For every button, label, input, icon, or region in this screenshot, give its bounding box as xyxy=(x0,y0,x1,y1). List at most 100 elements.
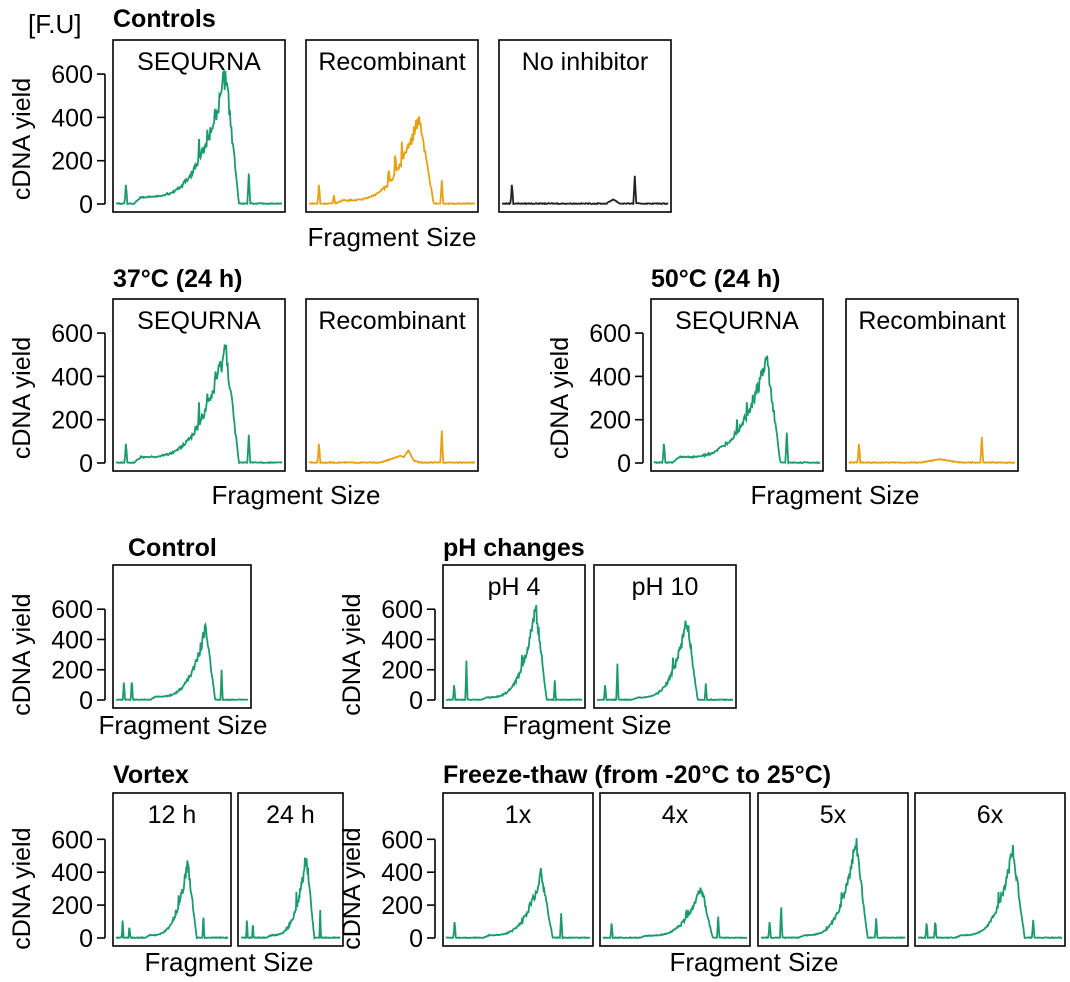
trace-SEQURNA xyxy=(653,355,821,465)
panel-frame xyxy=(599,792,751,947)
trace-Recombinant xyxy=(848,436,1016,465)
y-tick-label: 600 xyxy=(589,320,631,348)
panel-label: Recombinant xyxy=(318,307,465,335)
y-tick-label: 600 xyxy=(51,61,93,89)
trace-pH 4 xyxy=(445,605,583,702)
y-tick-label: 400 xyxy=(51,859,93,887)
panel-label: 6x xyxy=(977,801,1004,829)
y-tick-label: 400 xyxy=(51,104,93,132)
y-axis-label: cDNA yield xyxy=(8,337,36,459)
y-axis-label: cDNA yield xyxy=(8,828,36,950)
y-tick-label: 400 xyxy=(381,859,423,887)
y-tick-label: 200 xyxy=(381,892,423,920)
panel-label: SEQURNA xyxy=(675,307,799,335)
y-tick-label: 200 xyxy=(381,657,423,685)
trace-5x xyxy=(760,838,906,940)
y-tick-label: 200 xyxy=(51,892,93,920)
y-tick-label: 400 xyxy=(51,626,93,654)
trace-6x xyxy=(918,844,1063,940)
y-tick-label: 0 xyxy=(409,687,423,715)
trace-control2 xyxy=(115,621,249,702)
y-tick-label: 400 xyxy=(51,363,93,391)
panels: SEQURNA Recombinant No inhibitor SEQURNA Rec… xyxy=(8,39,1066,953)
panel-frame xyxy=(650,298,824,472)
y-axis-label: cDNA yield xyxy=(546,337,574,459)
y-tick-label: 0 xyxy=(79,687,93,715)
panel-frame xyxy=(757,792,909,947)
x-axis-label-row4b: Fragment Size xyxy=(669,947,838,977)
trace-pH 10 xyxy=(596,620,734,702)
group-title-control: Control xyxy=(128,534,217,562)
y-axis-label: cDNA yield xyxy=(8,593,36,715)
y-tick-label: 200 xyxy=(51,657,93,685)
panel-label: 24 h xyxy=(266,801,315,829)
y-tick-label: 600 xyxy=(381,826,423,854)
panel-11: 24 h xyxy=(237,792,344,947)
panel-frame xyxy=(112,564,252,709)
panel-frame xyxy=(442,792,594,947)
panel-label: 12 h xyxy=(148,801,197,829)
trace-SEQURNA xyxy=(115,68,283,206)
x-axis-label-row3b: Fragment Size xyxy=(502,710,671,740)
panel-label: 1x xyxy=(505,801,532,829)
group-title-50c: 50°C (24 h) xyxy=(651,265,780,293)
panel-12: 1x xyxy=(442,792,594,947)
panel-label: 4x xyxy=(662,801,689,829)
y-tick-label: 0 xyxy=(79,925,93,953)
panel-label: 5x xyxy=(820,801,847,829)
panel-label: Recombinant xyxy=(318,48,465,76)
panel-10: 12 h xyxy=(112,792,232,947)
panel-0: SEQURNA xyxy=(112,39,286,213)
y-axis-row4b: 0 200 400 600 cDNA yield xyxy=(338,826,436,953)
x-axis-label-row2a: Fragment Size xyxy=(211,480,380,510)
panel-4: Recombinant xyxy=(305,298,479,472)
panel-label: SEQURNA xyxy=(137,48,261,76)
panel-13: 4x xyxy=(599,792,751,947)
x-axis-label-row1: Fragment Size xyxy=(307,222,476,252)
panel-2: No inhibitor xyxy=(498,39,672,213)
y-tick-label: 600 xyxy=(381,596,423,624)
panel-label: SEQURNA xyxy=(137,307,261,335)
y-axis-label: cDNA yield xyxy=(8,78,36,200)
y-tick-label: 0 xyxy=(409,925,423,953)
trace-SEQURNA xyxy=(115,344,283,465)
group-title-freeze: Freeze-thaw (from -20°C to 25°C) xyxy=(443,761,831,789)
panel-frame xyxy=(498,39,672,213)
y-tick-label: 0 xyxy=(617,450,631,478)
y-tick-label: 400 xyxy=(381,626,423,654)
trace-Recombinant xyxy=(308,430,476,465)
panel-frame xyxy=(112,792,232,947)
panel-5: SEQURNA xyxy=(650,298,824,472)
y-axis-row2a: 0 200 400 600 cDNA yield xyxy=(8,320,106,478)
panel-frame xyxy=(112,298,286,472)
y-axis-label: cDNA yield xyxy=(338,828,366,950)
panel-7 xyxy=(112,564,252,709)
panel-frame xyxy=(914,792,1066,947)
y-tick-label: 400 xyxy=(589,363,631,391)
trace-4x xyxy=(602,887,748,940)
trace-12 h xyxy=(116,860,229,940)
panel-frame xyxy=(237,792,344,947)
x-axis-label-row4a: Fragment Size xyxy=(144,947,313,977)
trace-24 h xyxy=(240,857,341,941)
x-axis-label-row3a: Fragment Size xyxy=(98,710,267,740)
y-tick-label: 600 xyxy=(51,320,93,348)
y-axis-row1: 0 200 400 600 cDNA yield xyxy=(8,61,106,219)
group-title-ph: pH changes xyxy=(443,534,585,562)
panel-8: pH 4 xyxy=(442,564,586,709)
panel-frame xyxy=(112,39,286,213)
y-axis-row2b: 0 200 400 600 cDNA yield xyxy=(546,320,644,478)
y-tick-label: 600 xyxy=(51,596,93,624)
y-tick-label: 0 xyxy=(79,450,93,478)
y-tick-label: 200 xyxy=(51,148,93,176)
group-title-vortex: Vortex xyxy=(113,761,189,789)
x-axis-label-row2b: Fragment Size xyxy=(750,480,919,510)
panel-frame xyxy=(305,298,479,472)
panel-14: 5x xyxy=(757,792,909,947)
panel-label: pH 10 xyxy=(632,573,699,601)
panel-3: SEQURNA xyxy=(112,298,286,472)
panel-6: Recombinant xyxy=(845,298,1019,472)
trace-1x xyxy=(445,867,591,940)
